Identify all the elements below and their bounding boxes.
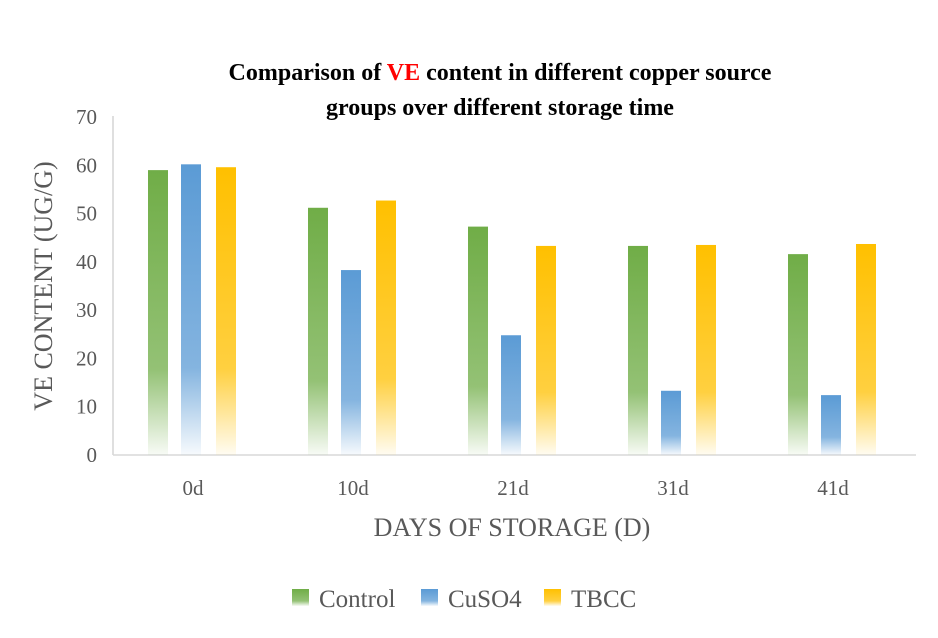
y-tick-label: 70	[76, 105, 97, 129]
y-tick-label: 30	[76, 298, 97, 322]
x-tick-label: 41d	[817, 476, 849, 500]
bar-control-10d	[308, 207, 328, 455]
chart-title-line2: groups over different storage time	[326, 95, 674, 121]
legend-label: Control	[319, 586, 395, 613]
x-tick-label: 10d	[337, 476, 369, 500]
y-tick-label: 50	[76, 202, 97, 226]
y-tick-label: 40	[76, 250, 97, 274]
legend-label: TBCC	[571, 586, 636, 613]
legend-swatch-cuso4	[421, 589, 438, 606]
legend: Control CuSO4 TBCC	[292, 586, 636, 613]
bar-cuso4-21d	[501, 335, 521, 455]
x-tick-label: 21d	[497, 476, 529, 500]
legend-label: CuSO4	[448, 586, 522, 613]
x-axis-label: DAYS OF STORAGE (D)	[374, 513, 651, 542]
bar-tbcc-10d	[376, 200, 396, 455]
bar-tbcc-21d	[536, 245, 556, 455]
y-tick-label: 60	[76, 153, 97, 177]
bar-cuso4-41d	[821, 395, 841, 455]
legend-swatch-control	[292, 589, 309, 606]
title-part: content in different copper source	[420, 60, 772, 86]
bar-control-0d	[148, 170, 168, 455]
y-axis-label: VE CONTENT (UG/G)	[29, 161, 58, 410]
y-tick-label: 20	[76, 346, 97, 370]
bar-control-21d	[468, 226, 488, 455]
legend-swatch-tbcc	[544, 589, 561, 606]
x-tick-label: 0d	[183, 476, 205, 500]
bar-control-31d	[628, 245, 648, 455]
y-tick-label: 0	[87, 443, 98, 467]
bar-cuso4-10d	[341, 270, 361, 455]
bar-tbcc-31d	[696, 244, 716, 455]
bar-cuso4-31d	[661, 390, 681, 455]
x-tick-label: 31d	[657, 476, 689, 500]
title-part: Comparison of	[228, 60, 387, 86]
title-highlight: VE	[386, 60, 421, 86]
bar-control-41d	[788, 254, 808, 455]
chart-title: Comparison of VE content in different co…	[140, 60, 860, 87]
y-tick-label: 10	[76, 395, 97, 419]
bar-cuso4-0d	[181, 164, 201, 455]
bar-tbcc-0d	[216, 167, 236, 455]
bar-tbcc-41d	[856, 243, 876, 455]
